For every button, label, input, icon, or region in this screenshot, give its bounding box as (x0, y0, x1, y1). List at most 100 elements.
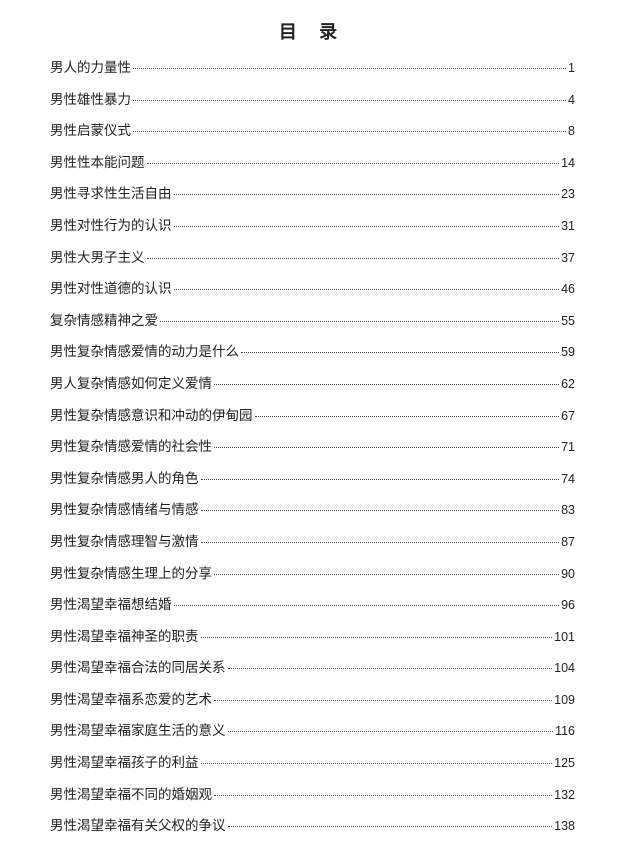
toc-entry-label: 男性渴望幸福孩子的利益 (50, 755, 199, 772)
toc-entry-label: 男人复杂情感如何定义爱情 (50, 375, 212, 392)
toc-entry-label: 男性渴望幸福家庭生活的意义 (50, 723, 226, 740)
toc-entry-label: 复杂情感精神之爱 (50, 312, 158, 329)
toc-entry-page: 31 (561, 218, 575, 233)
toc-entry-page: 14 (561, 155, 575, 170)
toc-entry-page: 116 (555, 724, 575, 739)
toc-entry[interactable]: 男性渴望幸福神圣的职责 101 (50, 625, 575, 657)
dot-leader (200, 636, 553, 638)
toc-entry-label: 男性渴望幸福合法的同居关系 (50, 660, 226, 677)
toc-entry-label: 男性复杂情感男人的角色 (50, 470, 199, 487)
toc-entry-page: 109 (554, 692, 575, 707)
toc-entry-label: 男性复杂情感情绪与情感 (50, 502, 199, 519)
dot-leader (241, 352, 560, 354)
toc-entry-label: 男性复杂情感爱情的社会性 (50, 439, 212, 456)
toc-entry-page: 87 (561, 534, 575, 549)
dot-leader (133, 68, 567, 69)
toc-entry-label: 男性渴望幸福神圣的职责 (50, 628, 199, 645)
toc-entry-page: 8 (568, 124, 575, 139)
toc-entry-page: 67 (561, 408, 575, 423)
toc-entry-label: 男性复杂情感生理上的分享 (50, 565, 212, 582)
toc-entry-page: 37 (561, 250, 575, 265)
dot-leader (227, 731, 554, 733)
toc-entry[interactable]: 男性启蒙仪式 8 (50, 119, 575, 151)
dot-leader (173, 225, 560, 227)
toc-entry-label: 男性渴望幸福有关父权的争议 (50, 818, 226, 835)
toc-entry-page: 132 (554, 787, 575, 802)
toc-entry-page: 125 (554, 756, 575, 771)
toc-entry-page: 74 (561, 471, 575, 486)
dot-leader (214, 447, 560, 449)
toc-entry[interactable]: 男性渴望幸福有关父权的争议 138 (50, 814, 575, 846)
toc-entry-label: 男性复杂情感爱情的动力是什么 (50, 344, 239, 361)
toc-entry-page: 4 (568, 92, 575, 107)
toc-entry[interactable]: 男性复杂情感爱情的动力是什么 59 (50, 340, 575, 372)
toc-entry[interactable]: 男性性本能问题 14 (50, 151, 575, 183)
dot-leader (200, 478, 560, 480)
dot-leader (146, 162, 560, 164)
toc-entry-label: 男性对性道德的认识 (50, 281, 172, 298)
toc-entry-label: 男性渴望幸福系恋爱的艺术 (50, 691, 212, 708)
toc-entry[interactable]: 复杂情感精神之爱 55 (50, 309, 575, 341)
toc-entry[interactable]: 男性渴望幸福孩子的利益 125 (50, 751, 575, 783)
table-of-contents: 男人的力量性 1 男性雄性暴力 4 男性启蒙仪式 8 男性性本能问题 14 男性寻求性生活自由 2… (50, 56, 575, 846)
toc-entry[interactable]: 男性复杂情感男人的角色 74 (50, 467, 575, 499)
dot-leader (214, 573, 560, 575)
toc-entry-label: 男性对性行为的认识 (50, 217, 172, 234)
toc-entry-page: 101 (554, 629, 575, 644)
dot-leader (146, 257, 560, 259)
toc-entry-page: 90 (561, 566, 575, 581)
dot-leader (214, 383, 560, 385)
toc-entry-label: 男人的力量性 (50, 60, 131, 76)
toc-entry-label: 男性大男子主义 (50, 249, 145, 266)
toc-entry[interactable]: 男性复杂情感生理上的分享 90 (50, 562, 575, 594)
dot-leader (254, 415, 560, 417)
toc-entry[interactable]: 男性渴望幸福想结婚 96 (50, 593, 575, 625)
toc-entry[interactable]: 男性对性道德的认识 46 (50, 277, 575, 309)
dot-leader (173, 289, 560, 291)
toc-entry-page: 96 (561, 598, 575, 613)
dot-leader (173, 605, 560, 607)
toc-entry-page: 104 (554, 661, 575, 676)
dot-leader (200, 763, 553, 765)
toc-entry-page: 1 (568, 61, 575, 75)
dot-leader (200, 541, 560, 543)
toc-entry-page: 62 (561, 376, 575, 391)
dot-leader (133, 131, 567, 133)
toc-entry[interactable]: 男性复杂情感意识和冲动的伊甸园 67 (50, 404, 575, 436)
dot-leader (214, 699, 553, 701)
toc-entry[interactable]: 男性复杂情感理智与激情 87 (50, 530, 575, 562)
toc-entry[interactable]: 男人的力量性 1 (50, 56, 575, 88)
dot-leader (214, 794, 553, 796)
toc-entry-label: 男性复杂情感理智与激情 (50, 533, 199, 550)
toc-entry[interactable]: 男性渴望幸福合法的同居关系 104 (50, 656, 575, 688)
dot-leader (173, 194, 560, 196)
toc-entry-label: 男性启蒙仪式 (50, 123, 131, 140)
dot-leader (227, 668, 553, 670)
toc-entry-page: 83 (561, 503, 575, 518)
dot-leader (133, 99, 567, 101)
toc-entry-page: 23 (561, 187, 575, 202)
toc-entry[interactable]: 男性渴望幸福系恋爱的艺术 109 (50, 688, 575, 720)
toc-entry-page: 138 (554, 819, 575, 834)
toc-entry[interactable]: 男性寻求性生活自由 23 (50, 182, 575, 214)
toc-entry-page: 46 (561, 282, 575, 297)
toc-entry-label: 男性复杂情感意识和冲动的伊甸园 (50, 407, 253, 424)
toc-entry[interactable]: 男人复杂情感如何定义爱情 62 (50, 372, 575, 404)
toc-entry-page: 59 (561, 345, 575, 360)
toc-entry[interactable]: 男性渴望幸福不同的婚姻观 132 (50, 783, 575, 815)
toc-entry-page: 55 (561, 313, 575, 328)
toc-entry-label: 男性性本能问题 (50, 154, 145, 171)
toc-entry[interactable]: 男性复杂情感爱情的社会性 71 (50, 435, 575, 467)
toc-entry[interactable]: 男性渴望幸福家庭生活的意义 116 (50, 719, 575, 751)
toc-entry-label: 男性雄性暴力 (50, 91, 131, 108)
toc-entry[interactable]: 男性对性行为的认识 31 (50, 214, 575, 246)
dot-leader (200, 510, 560, 512)
toc-entry[interactable]: 男性复杂情感情绪与情感 83 (50, 498, 575, 530)
dot-leader (227, 826, 553, 828)
toc-entry-page: 71 (561, 440, 575, 455)
toc-title: 目 录 (278, 22, 346, 43)
toc-entry[interactable]: 男性雄性暴力 4 (50, 88, 575, 120)
toc-entry-label: 男性渴望幸福想结婚 (50, 597, 172, 614)
toc-entry[interactable]: 男性大男子主义 37 (50, 246, 575, 278)
dot-leader (160, 320, 560, 322)
